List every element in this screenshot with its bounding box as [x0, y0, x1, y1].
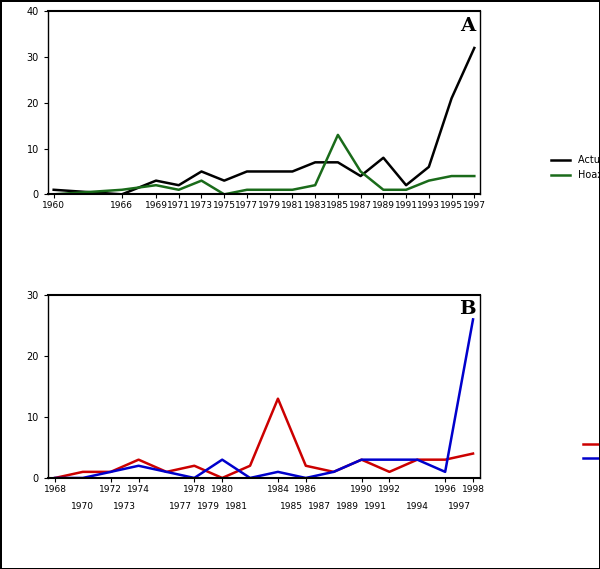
Actual Incidents — [425, 163, 433, 170]
Actual Incidents — [380, 154, 387, 161]
biological — [469, 316, 476, 323]
Actual Incidents — [152, 177, 160, 184]
Legend: Actual Incidents, Hoax: Actual Incidents, Hoax — [551, 155, 600, 180]
Text: 1985: 1985 — [280, 502, 304, 511]
Hoax — [244, 187, 251, 193]
Actual Incidents — [244, 168, 251, 175]
biological — [191, 475, 198, 481]
Actual Incidents — [403, 182, 410, 188]
Hoax — [198, 177, 205, 184]
chemical — [358, 456, 365, 463]
chemical — [191, 463, 198, 469]
Hoax — [118, 187, 125, 193]
Text: 1973: 1973 — [113, 502, 136, 511]
Line: Hoax: Hoax — [53, 135, 475, 195]
chemical — [442, 456, 449, 463]
biological — [107, 468, 115, 475]
chemical — [218, 475, 226, 481]
chemical — [107, 468, 115, 475]
Text: 1977: 1977 — [169, 502, 192, 511]
Text: 1997: 1997 — [448, 502, 470, 511]
Actual Incidents — [311, 159, 319, 166]
Text: 1987: 1987 — [308, 502, 331, 511]
biological — [218, 456, 226, 463]
Actual Incidents — [334, 159, 341, 166]
biological — [358, 456, 365, 463]
chemical — [330, 468, 337, 475]
Hoax — [448, 172, 455, 179]
biological — [79, 475, 86, 481]
chemical — [274, 395, 281, 402]
Line: Actual Incidents: Actual Incidents — [53, 48, 475, 195]
biological — [330, 468, 337, 475]
Actual Incidents — [266, 168, 273, 175]
Text: 1989: 1989 — [336, 502, 359, 511]
chemical — [386, 468, 393, 475]
Text: 1970: 1970 — [71, 502, 94, 511]
Hoax — [471, 172, 478, 179]
chemical — [469, 450, 476, 457]
Hoax — [403, 187, 410, 193]
Text: 1981: 1981 — [224, 502, 248, 511]
Actual Incidents — [471, 44, 478, 51]
biological — [413, 456, 421, 463]
Text: A: A — [461, 17, 476, 35]
biological — [247, 475, 254, 481]
chemical — [302, 463, 310, 469]
chemical — [413, 456, 421, 463]
chemical — [52, 475, 59, 481]
Legend: chemical, biological: chemical, biological — [583, 439, 600, 464]
Actual Incidents — [357, 172, 364, 179]
Actual Incidents — [198, 168, 205, 175]
Hoax — [425, 177, 433, 184]
Actual Incidents — [448, 95, 455, 102]
Hoax — [50, 191, 57, 198]
Line: chemical: chemical — [55, 399, 473, 478]
Hoax — [380, 187, 387, 193]
Line: biological: biological — [55, 319, 473, 478]
Actual Incidents — [175, 182, 182, 188]
Hoax — [175, 187, 182, 193]
biological — [386, 456, 393, 463]
Hoax — [289, 187, 296, 193]
biological — [135, 463, 142, 469]
chemical — [135, 456, 142, 463]
Text: 1979: 1979 — [197, 502, 220, 511]
chemical — [163, 468, 170, 475]
Hoax — [311, 182, 319, 188]
Actual Incidents — [221, 177, 228, 184]
Hoax — [357, 168, 364, 175]
Hoax — [152, 182, 160, 188]
chemical — [79, 468, 86, 475]
biological — [163, 468, 170, 475]
Hoax — [221, 191, 228, 198]
Hoax — [334, 131, 341, 138]
Hoax — [266, 187, 273, 193]
biological — [274, 468, 281, 475]
Actual Incidents — [289, 168, 296, 175]
biological — [302, 475, 310, 481]
biological — [52, 475, 59, 481]
Actual Incidents — [118, 191, 125, 198]
Text: B: B — [459, 300, 476, 319]
Text: 1991: 1991 — [364, 502, 387, 511]
Text: 1994: 1994 — [406, 502, 429, 511]
biological — [442, 468, 449, 475]
Actual Incidents — [50, 187, 57, 193]
chemical — [247, 463, 254, 469]
